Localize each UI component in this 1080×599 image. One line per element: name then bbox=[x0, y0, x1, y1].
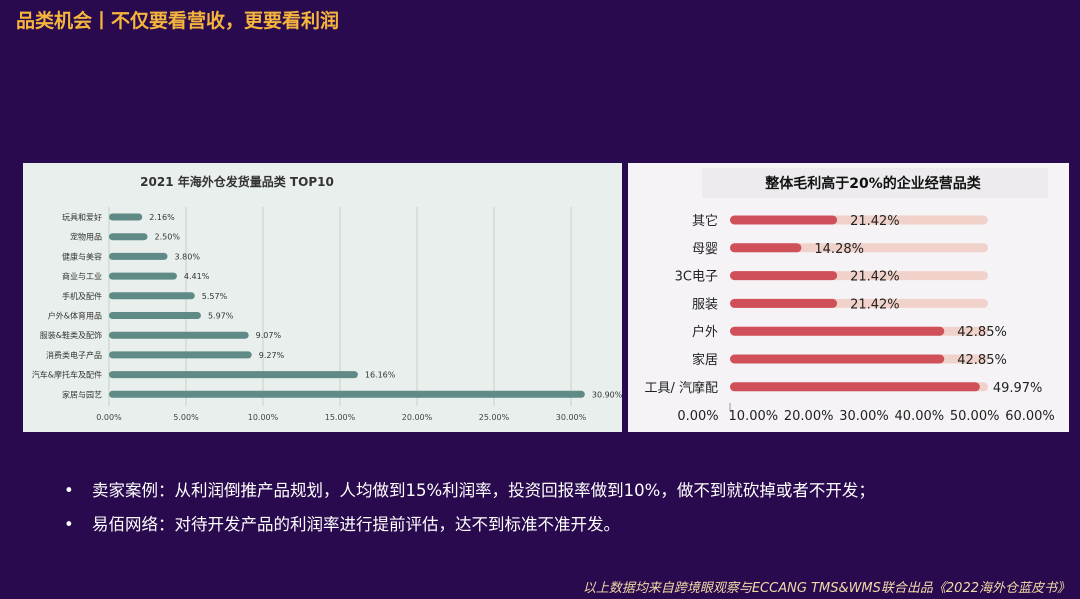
x-tick-label: 15.00% bbox=[325, 413, 356, 422]
bar bbox=[730, 382, 980, 392]
x-tick-label: 40.00% bbox=[895, 409, 945, 424]
category-label: 宠物用品 bbox=[70, 232, 102, 242]
bar bbox=[730, 354, 945, 364]
category-label: 3C电子 bbox=[675, 270, 718, 285]
bullet-text: 易佰网络：对待开发产品的利润率进行提前评估，达不到标准不准开发。 bbox=[92, 515, 620, 534]
category-label: 消费类电子产品 bbox=[46, 350, 102, 360]
bar bbox=[109, 351, 252, 359]
chart-title: 2021 年海外仓发货量品类 TOP10 bbox=[140, 174, 334, 189]
bullet-text: 卖家案例：从利润倒推产品规划，人均做到15%利润率，投资回报率做到10%，做不到… bbox=[92, 481, 875, 500]
bar bbox=[730, 243, 802, 253]
bar bbox=[109, 331, 249, 339]
x-tick-label: 5.00% bbox=[173, 413, 199, 422]
value-label: 5.57% bbox=[202, 292, 228, 301]
x-tick-label: 60.00% bbox=[1005, 409, 1055, 424]
bar bbox=[109, 312, 201, 319]
shipment-volume-chart-panel: 2021 年海外仓发货量品类 TOP10 0.00% 5.00% 10.00% 15.0… bbox=[23, 163, 623, 432]
category-label: 户外&体育用品 bbox=[48, 311, 102, 321]
bar bbox=[730, 271, 838, 281]
x-tick-label: 10.00% bbox=[729, 409, 779, 424]
bar bbox=[109, 213, 143, 221]
category-label: 家居与园艺 bbox=[62, 389, 102, 399]
x-tick-label: 0.00% bbox=[677, 409, 718, 424]
title-band bbox=[702, 168, 1048, 198]
value-label: 42.85% bbox=[957, 353, 1007, 368]
category-label: 服装 bbox=[692, 297, 718, 312]
category-label: 其它 bbox=[692, 213, 718, 229]
x-tick-label: 20.00% bbox=[402, 413, 433, 422]
bar bbox=[109, 371, 358, 379]
value-label: 16.16% bbox=[365, 371, 396, 380]
category-label: 手机及配件 bbox=[62, 291, 102, 301]
bar bbox=[109, 272, 177, 280]
source-footnote: 以上数据均来自跨境眼观察与ECCANG TMS&WMS联合出品《2022海外仓蓝… bbox=[582, 581, 1070, 596]
category-label: 服装&鞋类及配饰 bbox=[40, 330, 102, 340]
bar bbox=[109, 252, 168, 260]
shipment-volume-bar-chart: 2021 年海外仓发货量品类 TOP10 0.00% 5.00% 10.00% 15.0… bbox=[32, 174, 623, 422]
bar bbox=[109, 390, 585, 398]
value-label: 49.97% bbox=[993, 381, 1043, 396]
bullet-marker: • bbox=[64, 515, 74, 534]
bullet-item: • 卖家案例：从利润倒推产品规划，人均做到15%利润率，投资回报率做到10%，做… bbox=[64, 474, 875, 508]
value-label: 2.50% bbox=[155, 233, 181, 242]
value-label: 9.27% bbox=[259, 351, 285, 360]
bar bbox=[109, 233, 148, 241]
bar bbox=[730, 326, 945, 336]
x-tick-label: 25.00% bbox=[479, 413, 510, 422]
bullet-item: • 易佰网络：对待开发产品的利润率进行提前评估，达不到标准不准开发。 bbox=[64, 508, 875, 542]
value-label: 21.42% bbox=[850, 270, 900, 285]
page-title: 品类机会丨不仅要看营收，更要看利润 bbox=[16, 10, 340, 32]
x-tick-label: 50.00% bbox=[950, 409, 1000, 424]
x-tick-label: 20.00% bbox=[784, 409, 834, 424]
value-label: 5.97% bbox=[208, 312, 234, 321]
value-label: 21.42% bbox=[850, 214, 900, 229]
bar bbox=[109, 292, 195, 300]
category-label: 汽车&摩托车及配件 bbox=[32, 370, 102, 380]
value-label: 9.07% bbox=[256, 331, 282, 340]
x-tick-label: 30.00% bbox=[839, 409, 889, 424]
value-label: 21.42% bbox=[850, 297, 900, 312]
category-label: 母婴 bbox=[692, 242, 718, 257]
value-label: 14.28% bbox=[814, 242, 864, 257]
gross-margin-chart-panel: 整体毛利高于20%的企业经营品类其它 21.42% 母婴 14.28% 3C电子 21.4… bbox=[628, 163, 1069, 432]
value-label: 4.41% bbox=[184, 272, 210, 281]
bullet-list: • 卖家案例：从利润倒推产品规划，人均做到15%利润率，投资回报率做到10%，做… bbox=[64, 474, 875, 542]
category-label: 户外 bbox=[692, 324, 718, 340]
category-label: 工具/ 汽摩配 bbox=[644, 380, 718, 396]
category-label: 家居 bbox=[692, 352, 718, 368]
value-label: 3.80% bbox=[175, 252, 201, 261]
bullet-marker: • bbox=[64, 481, 74, 500]
x-tick-label: 10.00% bbox=[248, 413, 279, 422]
category-label: 商业与工业 bbox=[62, 271, 102, 281]
x-tick-label: 30.00% bbox=[556, 413, 587, 422]
value-label: 30.90% bbox=[592, 390, 622, 399]
bar bbox=[730, 298, 838, 308]
value-label: 2.16% bbox=[149, 213, 175, 222]
x-tick-label: 0.00% bbox=[96, 413, 122, 422]
chart-title: 整体毛利高于20%的企业经营品类 bbox=[764, 175, 982, 192]
category-label: 玩具和爱好 bbox=[62, 212, 102, 222]
value-label: 42.85% bbox=[957, 325, 1007, 340]
category-label: 健康与美容 bbox=[62, 251, 102, 261]
bar bbox=[730, 215, 838, 225]
